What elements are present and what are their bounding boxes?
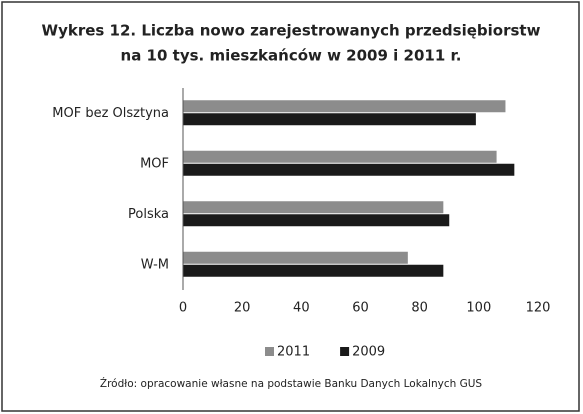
bar (183, 214, 450, 227)
x-tick-label: 120 (526, 301, 551, 316)
chart-title: Wykres 12. Liczba nowo zarejestrowanych … (42, 22, 541, 40)
x-tick-label: 40 (293, 301, 310, 316)
y-tick-label: MOF (140, 156, 169, 171)
bar (183, 163, 515, 176)
legend-label: 2011 (277, 345, 310, 360)
bar (183, 150, 497, 163)
x-tick-label: 60 (352, 301, 369, 316)
bar (183, 264, 444, 277)
chart-title: na 10 tys. mieszkańców w 2009 i 2011 r. (121, 47, 462, 65)
source: Źródło: opracowanie własne na podstawie … (100, 377, 483, 390)
bar (183, 113, 476, 126)
bar (183, 201, 444, 214)
bar (183, 100, 506, 113)
x-tick-label: 100 (466, 301, 491, 316)
bar (183, 251, 408, 264)
x-tick-label: 0 (179, 301, 187, 316)
y-tick-label: W-M (141, 257, 169, 272)
y-tick-label: MOF bez Olsztyna (52, 106, 169, 121)
x-tick-label: 80 (411, 301, 428, 316)
x-tick-label: 20 (234, 301, 251, 316)
legend-label: 2009 (352, 345, 385, 360)
legend-swatch (265, 347, 274, 356)
y-tick-label: Polska (128, 207, 169, 222)
legend-swatch (340, 347, 350, 356)
